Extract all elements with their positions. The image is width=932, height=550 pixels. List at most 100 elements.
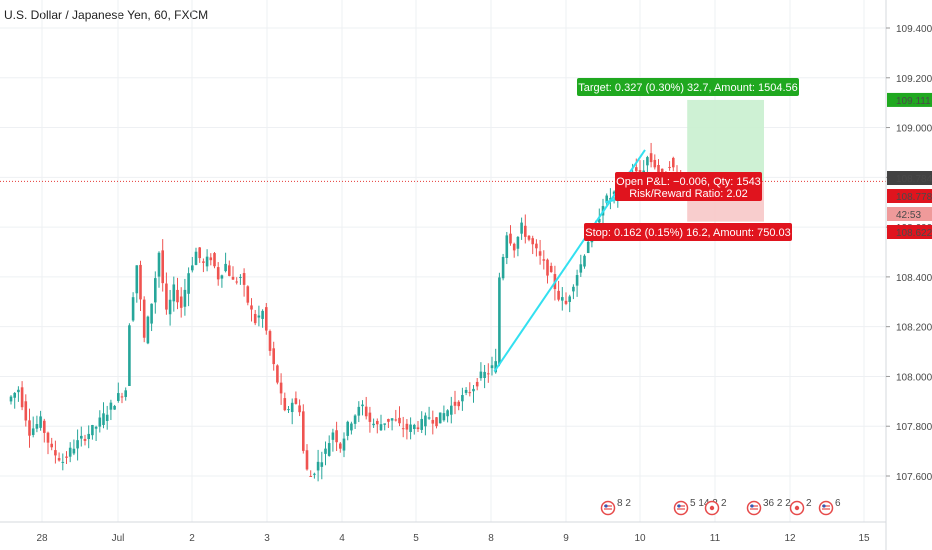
candle-body[interactable] bbox=[376, 420, 379, 425]
candle-body[interactable] bbox=[501, 256, 505, 279]
candle-body[interactable] bbox=[224, 263, 227, 272]
candle-body[interactable] bbox=[250, 305, 253, 310]
candle-body[interactable] bbox=[313, 473, 316, 475]
candle-body[interactable] bbox=[253, 313, 257, 324]
candle-body[interactable] bbox=[342, 438, 346, 451]
candle-body[interactable] bbox=[139, 264, 142, 300]
candle-body[interactable] bbox=[401, 428, 405, 430]
candle-body[interactable] bbox=[339, 443, 342, 449]
candle-body[interactable] bbox=[24, 401, 28, 421]
candle-body[interactable] bbox=[216, 267, 220, 280]
candle-body[interactable] bbox=[394, 419, 398, 421]
candle-body[interactable] bbox=[124, 390, 127, 397]
candle-body[interactable] bbox=[120, 396, 124, 398]
candle-body[interactable] bbox=[372, 423, 375, 426]
candle-body[interactable] bbox=[231, 276, 235, 280]
candle-body[interactable] bbox=[512, 243, 516, 251]
candle-body[interactable] bbox=[257, 315, 261, 318]
candle-body[interactable] bbox=[579, 264, 583, 273]
candle-body[interactable] bbox=[187, 273, 190, 294]
event-marker[interactable]: 2 bbox=[789, 498, 813, 516]
candle-body[interactable] bbox=[268, 331, 272, 351]
candle-body[interactable] bbox=[91, 424, 94, 436]
candle-body[interactable] bbox=[261, 310, 264, 319]
event-marker[interactable]: 36 2 2 bbox=[746, 498, 792, 516]
candle-body[interactable] bbox=[446, 410, 449, 417]
candle-body[interactable] bbox=[113, 405, 116, 410]
candle-body[interactable] bbox=[20, 387, 24, 408]
candle-body[interactable] bbox=[546, 259, 549, 276]
candle-body[interactable] bbox=[235, 281, 238, 283]
candle-body[interactable] bbox=[290, 402, 294, 413]
candle-body[interactable] bbox=[202, 261, 205, 263]
target-label[interactable]: Target: 0.327 (0.30%) 32.7, Amount: 1504… bbox=[577, 78, 799, 96]
candle-body[interactable] bbox=[598, 218, 601, 223]
candle-body[interactable] bbox=[379, 424, 383, 431]
candle-body[interactable] bbox=[13, 392, 16, 398]
candle-body[interactable] bbox=[438, 412, 442, 424]
candle-body[interactable] bbox=[335, 430, 338, 443]
candle-body[interactable] bbox=[294, 398, 298, 404]
candle-body[interactable] bbox=[83, 438, 87, 441]
candle-body[interactable] bbox=[649, 153, 653, 163]
candle-body[interactable] bbox=[494, 361, 497, 373]
candle-body[interactable] bbox=[583, 255, 586, 267]
candle-body[interactable] bbox=[413, 424, 416, 430]
candle-body[interactable] bbox=[635, 167, 638, 172]
candle-body[interactable] bbox=[65, 456, 68, 458]
candle-body[interactable] bbox=[390, 418, 394, 421]
candle-body[interactable] bbox=[87, 433, 90, 440]
candle-body[interactable] bbox=[168, 299, 172, 315]
candle-body[interactable] bbox=[9, 396, 13, 402]
candle-body[interactable] bbox=[117, 393, 120, 401]
candle-body[interactable] bbox=[302, 411, 305, 451]
candle-body[interactable] bbox=[346, 421, 349, 436]
candle-body[interactable] bbox=[276, 365, 279, 383]
candle-body[interactable] bbox=[298, 405, 301, 413]
candle-body[interactable] bbox=[657, 165, 660, 173]
candle-body[interactable] bbox=[179, 296, 183, 308]
candle-body[interactable] bbox=[609, 198, 612, 200]
candle-body[interactable] bbox=[605, 195, 608, 203]
candle-body[interactable] bbox=[479, 371, 483, 379]
candle-body[interactable] bbox=[672, 157, 675, 168]
candle-body[interactable] bbox=[287, 409, 290, 411]
candle-body[interactable] bbox=[105, 414, 109, 422]
candle-body[interactable] bbox=[31, 428, 35, 435]
candle-body[interactable] bbox=[461, 395, 464, 402]
candle-body[interactable] bbox=[531, 238, 534, 245]
candle-body[interactable] bbox=[490, 365, 494, 369]
candle-body[interactable] bbox=[549, 265, 553, 273]
candle-body[interactable] bbox=[279, 382, 283, 394]
candle-body[interactable] bbox=[331, 432, 335, 440]
candle-body[interactable] bbox=[464, 389, 468, 393]
candle-body[interactable] bbox=[416, 427, 420, 430]
candle-body[interactable] bbox=[398, 417, 401, 424]
candle-body[interactable] bbox=[154, 278, 157, 303]
candle-body[interactable] bbox=[535, 243, 538, 249]
candle-body[interactable] bbox=[427, 417, 431, 419]
candle-body[interactable] bbox=[98, 417, 102, 427]
event-marker[interactable]: 5 14 2 bbox=[673, 498, 719, 516]
candle-body[interactable] bbox=[209, 257, 213, 261]
candle-body[interactable] bbox=[357, 406, 361, 416]
candle-body[interactable] bbox=[76, 440, 79, 449]
candle-body[interactable] bbox=[131, 297, 135, 321]
candle-body[interactable] bbox=[57, 458, 61, 461]
candle-body[interactable] bbox=[283, 398, 287, 411]
candle-body[interactable] bbox=[327, 443, 331, 456]
candle-body[interactable] bbox=[205, 256, 209, 267]
candle-body[interactable] bbox=[487, 373, 490, 375]
candle-body[interactable] bbox=[572, 286, 575, 292]
candle-body[interactable] bbox=[50, 443, 53, 448]
candle-body[interactable] bbox=[524, 225, 527, 237]
candle-body[interactable] bbox=[43, 420, 46, 433]
candle-body[interactable] bbox=[61, 461, 65, 463]
target-zone[interactable] bbox=[687, 99, 764, 182]
candle-body[interactable] bbox=[142, 299, 146, 338]
candle-body[interactable] bbox=[46, 432, 50, 443]
candle-body[interactable] bbox=[324, 448, 327, 454]
candle-body[interactable] bbox=[668, 166, 671, 168]
candle-body[interactable] bbox=[520, 222, 523, 234]
candle-body[interactable] bbox=[109, 402, 113, 410]
